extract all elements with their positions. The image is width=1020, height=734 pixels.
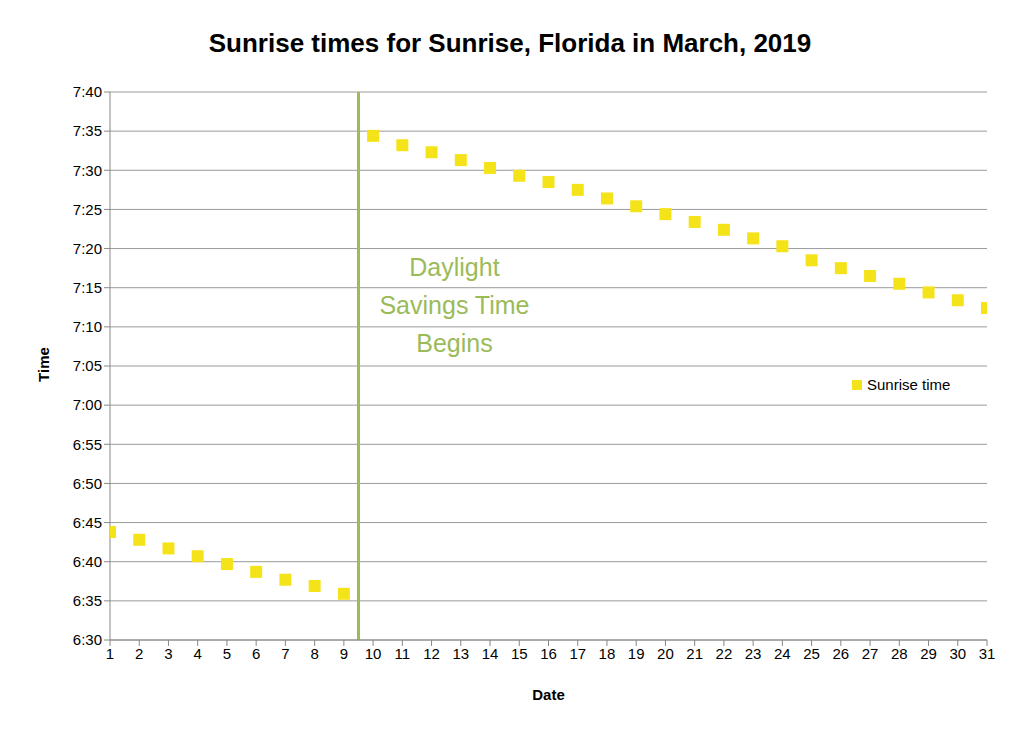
svg-text:8: 8 — [310, 645, 318, 662]
svg-text:6: 6 — [252, 645, 260, 662]
svg-text:13: 13 — [452, 645, 469, 662]
svg-text:7:05: 7:05 — [73, 357, 102, 374]
svg-text:7: 7 — [281, 645, 289, 662]
svg-text:21: 21 — [686, 645, 703, 662]
svg-text:6:40: 6:40 — [73, 553, 102, 570]
svg-text:7:15: 7:15 — [73, 279, 102, 296]
svg-text:15: 15 — [511, 645, 528, 662]
svg-text:28: 28 — [891, 645, 908, 662]
svg-text:26: 26 — [832, 645, 849, 662]
svg-text:14: 14 — [482, 645, 499, 662]
svg-text:31: 31 — [979, 645, 996, 662]
svg-text:4: 4 — [194, 645, 202, 662]
svg-text:18: 18 — [599, 645, 616, 662]
svg-text:6:50: 6:50 — [73, 475, 102, 492]
svg-text:16: 16 — [540, 645, 557, 662]
svg-text:7:25: 7:25 — [73, 201, 102, 218]
svg-text:30: 30 — [949, 645, 966, 662]
svg-text:7:40: 7:40 — [73, 83, 102, 100]
svg-text:2: 2 — [135, 645, 143, 662]
html-text:Daylight: Daylight — [409, 253, 500, 281]
svg-text:7:20: 7:20 — [73, 240, 102, 257]
svg-text:25: 25 — [803, 645, 820, 662]
html-text:Sunrise time: Sunrise time — [867, 376, 951, 393]
html-text:Savings Time: Savings Time — [379, 291, 530, 319]
svg-text:20: 20 — [657, 645, 674, 662]
svg-text:17: 17 — [569, 645, 586, 662]
svg-text:3: 3 — [164, 645, 172, 662]
svg-text:9: 9 — [340, 645, 348, 662]
svg-text:19: 19 — [628, 645, 645, 662]
svg-text:29: 29 — [920, 645, 937, 662]
svg-text:22: 22 — [716, 645, 733, 662]
html-text:Time: Time — [34, 347, 52, 382]
svg-text:6:55: 6:55 — [73, 436, 102, 453]
svg-text:1: 1 — [106, 645, 114, 662]
svg-text:23: 23 — [745, 645, 762, 662]
svg-text:10: 10 — [365, 645, 382, 662]
svg-text:7:35: 7:35 — [73, 122, 102, 139]
svg-text:7:30: 7:30 — [73, 162, 102, 179]
svg-text:24: 24 — [774, 645, 791, 662]
svg-text:6:30: 6:30 — [73, 631, 102, 648]
svg-text:6:35: 6:35 — [73, 592, 102, 609]
svg-text:5: 5 — [223, 645, 231, 662]
html-text:Date: Date — [532, 686, 565, 703]
svg-text:7:00: 7:00 — [73, 396, 102, 413]
svg-text:7:10: 7:10 — [73, 318, 102, 335]
svg-text:27: 27 — [862, 645, 879, 662]
html-text:Begins: Begins — [416, 329, 493, 357]
svg-text:6:45: 6:45 — [73, 514, 102, 531]
svg-text:12: 12 — [423, 645, 440, 662]
html-text:Sunrise times for Sunrise, Flo: Sunrise times for Sunrise, Florida in Ma… — [208, 28, 812, 58]
svg-text:11: 11 — [395, 645, 411, 662]
